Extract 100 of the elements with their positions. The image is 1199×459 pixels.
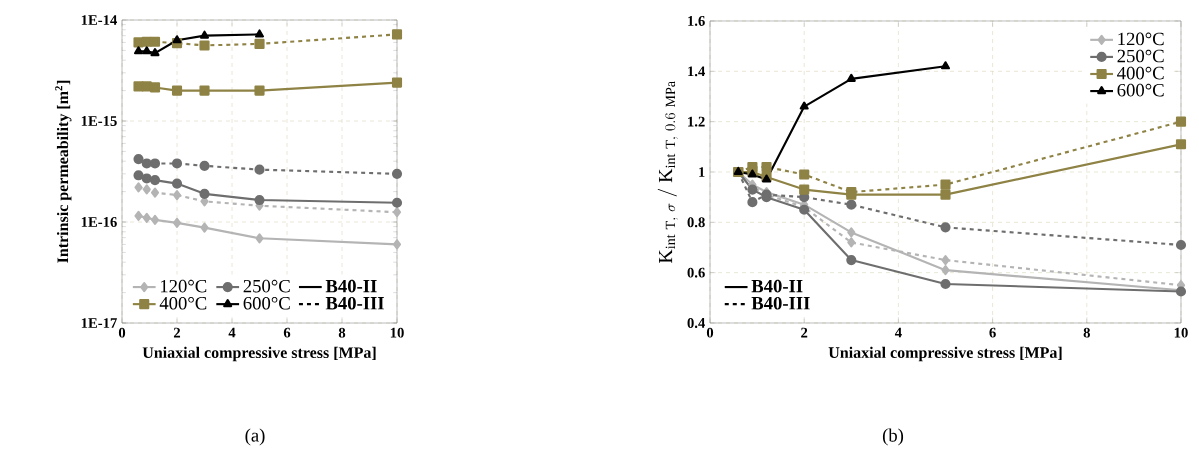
x-axis-title: Uniaxial compressive stress [MPa] [828,346,1062,362]
point [134,182,143,193]
point [172,35,182,44]
x-axis-title: Uniaxial compressive stress [MPa] [142,346,376,362]
point [142,46,152,55]
x-tick-label: 10 [390,327,404,338]
x-tick-label: 8 [1083,327,1090,338]
point [1175,239,1187,251]
point [940,278,951,290]
text: (a) [245,428,265,446]
point [141,158,152,169]
point [133,37,144,48]
point [846,199,857,210]
legend-label: 600°C [243,296,290,310]
x-tick-label: 6 [989,327,996,338]
point [172,189,182,201]
point [199,160,210,171]
point [150,48,160,57]
y-tick-label: 1.6 [688,16,705,26]
point [142,184,151,195]
point [150,214,160,225]
x-tick-label: 2 [801,327,808,338]
y-tick-label: 1E-15 [81,116,117,126]
y-tick-label: 1 [699,167,705,177]
y-tick-label: 0.6 [687,267,705,278]
legend-label: 120°C [1118,32,1164,46]
x-tick-label: 0 [706,327,714,338]
legend-label: 250°C [1117,49,1164,63]
point [847,227,856,238]
point [133,81,144,92]
y-tick-label: 1.2 [688,116,705,127]
y-axis-title: $\mathrm{K}_{\mathrm{int\ T},\ \sigma}\ /\ \mathrm{K}_{\mathrm{int\ T},\ 0.6\ \mathrm{MPa}}$ [657,81,678,264]
point [133,170,144,181]
point [941,265,950,276]
point [846,73,856,82]
point [940,222,951,233]
point [171,158,183,169]
text: (b) [882,428,904,446]
point [199,188,210,199]
point [391,168,403,179]
annotation: B40-II [325,279,377,293]
x-tick-label: 10 [1174,327,1188,338]
point [1175,116,1187,127]
point [200,222,209,233]
y-tick-label: 1E-16 [81,217,117,227]
y-tick-label: 1E-17 [81,318,117,328]
point [392,239,402,250]
point [149,36,161,47]
x-tick-label: 8 [338,327,346,338]
point [133,154,144,165]
point [1175,139,1187,150]
x-tick-label: 2 [173,327,181,338]
point [149,175,161,186]
y-tick-label: 1E-14 [81,15,118,25]
point [747,197,758,208]
point [846,255,857,266]
point [940,179,951,190]
point [391,77,403,88]
point [761,161,772,173]
point [940,189,951,200]
point [254,29,265,38]
annotation: B40-III [325,296,384,310]
legend-label: 120°C [160,279,207,293]
point [171,178,183,189]
point [254,85,265,96]
point [254,194,265,206]
point [799,101,809,110]
y-tick-label: 1.4 [688,66,706,77]
point [172,217,182,228]
point [391,197,403,208]
point [171,85,183,96]
x-tick-label: 4 [228,327,236,338]
annotation: B40-III [751,296,810,310]
legend-label: 250°C [243,279,290,293]
x-tick-label: 0 [118,327,126,338]
point [391,29,403,40]
x-tick-label: 4 [894,327,902,338]
point [134,210,143,221]
point [255,233,264,244]
y-tick-label: 0.8 [687,217,705,228]
point [940,61,951,70]
point [799,169,810,180]
point [747,161,758,173]
y-axis-title: Intrinsic permeability [m$^{2}$] [55,80,72,263]
annotation: B40-II [751,279,803,293]
legend-label: 400°C [1117,66,1164,80]
legend-label: 600°C [1117,83,1164,97]
point [133,46,144,55]
point [141,173,152,184]
point [941,255,950,266]
x-tick-label: 6 [283,327,291,338]
point [199,85,210,96]
point [199,40,210,51]
point [254,38,265,49]
point [254,164,265,175]
point [150,187,160,198]
y-tick-label: 0.4 [687,318,706,328]
point [142,212,151,223]
point [392,207,402,218]
legend-label: 400°C [159,296,207,310]
